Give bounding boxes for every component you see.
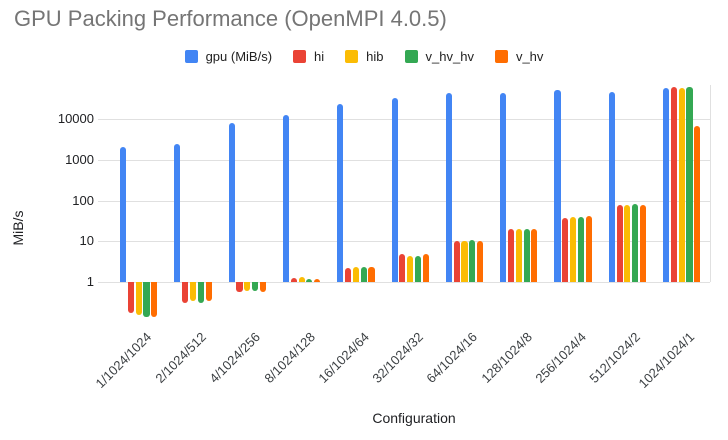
legend: gpu (MiB/s) hi hib v_hv_hv v_hv [0, 46, 728, 66]
legend-label: v_hv_hv [425, 48, 474, 64]
bar-hi[interactable] [127, 282, 134, 314]
bar-gpu-mib-s[interactable] [554, 89, 561, 282]
y-tick-label: 10 [79, 233, 94, 249]
bar-gpu-mib-s[interactable] [337, 103, 344, 282]
bar-v-hv[interactable] [694, 125, 701, 282]
x-tick-label: 4/1024/256 [206, 329, 264, 386]
x-tick-label: 1/1024/1024 [92, 329, 155, 392]
bar-gpu-mib-s[interactable] [228, 122, 235, 282]
legend-swatch-icon [345, 49, 359, 63]
bar-hib[interactable] [678, 88, 685, 282]
legend-label: v_hv [515, 48, 544, 64]
x-tick-label: 2/1024/512 [152, 329, 209, 386]
bar-hib[interactable] [298, 277, 305, 282]
legend-item-gpu-mib-s[interactable]: gpu (MiB/s) [184, 48, 273, 64]
bar-hi[interactable] [399, 253, 406, 282]
bar-hi[interactable] [182, 282, 189, 303]
bar-hib[interactable] [461, 241, 468, 283]
legend-swatch-icon [404, 49, 418, 63]
bar-v-hv[interactable] [151, 282, 158, 318]
bar-gpu-mib-s[interactable] [120, 146, 127, 282]
y-tick-label: 100 [72, 192, 94, 208]
legend-label: gpu (MiB/s) [205, 48, 273, 64]
bar-gpu-mib-s[interactable] [500, 92, 507, 282]
bar-hib[interactable] [352, 267, 359, 282]
bar-v-hv-hv[interactable] [197, 282, 204, 304]
x-tick-label: 128/1024/8 [478, 329, 535, 386]
bar-hib[interactable] [135, 282, 142, 315]
legend-swatch-icon [494, 49, 508, 63]
bar-hi[interactable] [670, 87, 677, 282]
bar-hi[interactable] [290, 278, 297, 282]
bar-gpu-mib-s[interactable] [174, 143, 181, 282]
bar-hi[interactable] [453, 241, 460, 283]
legend-label: hib [366, 48, 384, 64]
x-tick-label: 512/1024/2 [586, 329, 644, 386]
legend-item-hi[interactable]: hi [293, 49, 324, 64]
legend-item-v-hv-hv[interactable]: v_hv_hv [404, 48, 474, 64]
bar-v-hv[interactable] [477, 241, 484, 283]
y-tick-label: 10000 [57, 111, 94, 126]
x-tick-label: 1024/1024/1 [635, 329, 698, 392]
bar-hib[interactable] [624, 204, 631, 282]
bar-gpu-mib-s[interactable] [608, 92, 615, 282]
bar-hib[interactable] [515, 228, 522, 282]
bar-gpu-mib-s[interactable] [391, 97, 398, 282]
bar-hi[interactable] [345, 268, 352, 282]
bar-v-hv-hv[interactable] [577, 216, 584, 282]
bar-v-hv[interactable] [531, 228, 538, 282]
legend-item-hib[interactable]: hib [345, 48, 384, 64]
bar-v-hv[interactable] [205, 282, 212, 301]
bar-v-hv-hv[interactable] [632, 204, 639, 282]
bar-v-hv-hv[interactable] [686, 87, 693, 282]
bar-v-hv[interactable] [368, 267, 375, 282]
x-tick-label: 256/1024/4 [532, 329, 590, 386]
plot-right-border [710, 85, 711, 282]
x-tick-label: 32/1024/32 [369, 329, 427, 386]
bar-hi[interactable] [616, 205, 623, 282]
bar-hib[interactable] [407, 255, 414, 282]
bar-v-hv-hv[interactable] [414, 255, 422, 282]
legend-swatch-icon [184, 49, 198, 63]
bar-gpu-mib-s[interactable] [445, 93, 452, 282]
bar-hi[interactable] [562, 217, 569, 282]
bar-gpu-mib-s[interactable] [282, 115, 290, 282]
y-gridline [98, 159, 710, 161]
x-tick-label: 8/1024/128 [260, 329, 318, 386]
legend-swatch-icon [293, 49, 307, 63]
bar-v-hv-hv[interactable] [523, 229, 530, 282]
bar-v-hv-hv[interactable] [360, 266, 367, 282]
legend-item-v-hv[interactable]: v_hv [494, 48, 544, 64]
bar-hib[interactable] [244, 282, 251, 291]
y-gridline [98, 282, 710, 283]
bar-v-hv[interactable] [639, 204, 647, 282]
x-tick-label: 64/1024/16 [423, 329, 481, 386]
bar-gpu-mib-s[interactable] [663, 88, 670, 282]
y-gridline [98, 200, 710, 202]
bar-hi[interactable] [236, 282, 243, 292]
bar-v-hv-hv[interactable] [469, 240, 476, 282]
y-gridline [98, 119, 710, 120]
bar-hib[interactable] [189, 282, 197, 301]
bar-v-hv[interactable] [314, 278, 321, 282]
x-axis-title: Configuration [372, 410, 456, 426]
bar-hib[interactable] [570, 216, 577, 282]
bar-v-hv[interactable] [585, 216, 592, 282]
chart-title: GPU Packing Performance (OpenMPI 4.0.5) [14, 6, 447, 31]
bar-hi[interactable] [507, 229, 515, 282]
x-tick-label: 16/1024/64 [315, 329, 372, 386]
y-tick-label: 1 [86, 274, 94, 289]
bar-v-hv-hv[interactable] [143, 282, 150, 318]
y-gridline [98, 241, 710, 243]
bar-v-hv-hv[interactable] [252, 282, 259, 291]
y-axis-title: MiB/s [10, 210, 26, 246]
bar-v-hv[interactable] [259, 282, 266, 292]
bar-v-hv-hv[interactable] [306, 278, 313, 282]
y-tick-label: 1000 [65, 151, 94, 167]
bar-v-hv[interactable] [422, 254, 429, 282]
legend-label: hi [314, 48, 325, 64]
